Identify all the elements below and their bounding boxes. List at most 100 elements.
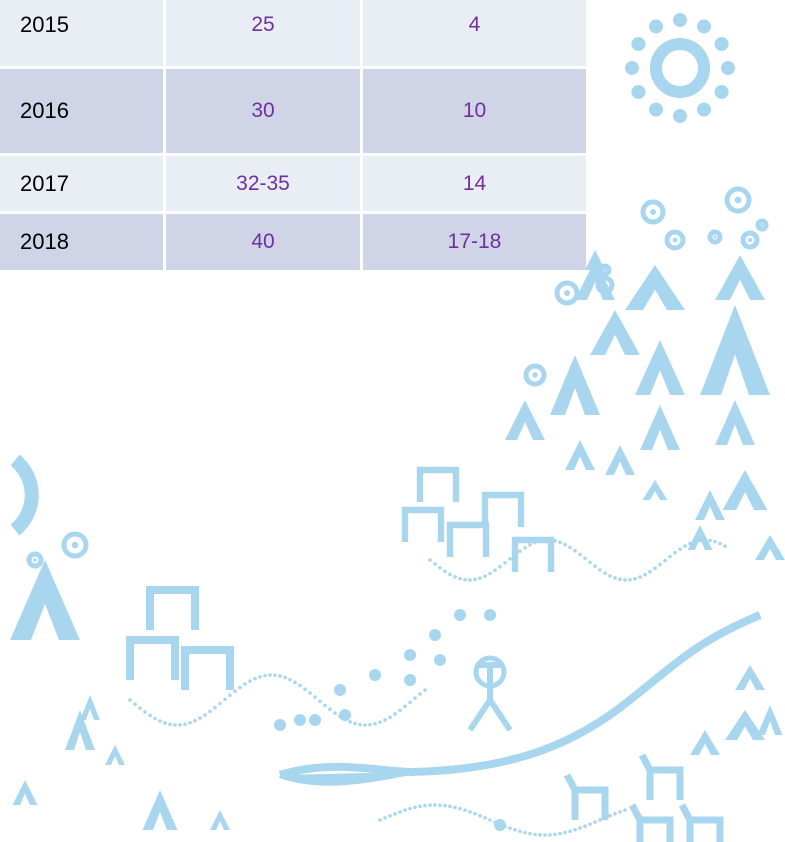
trail-dot bbox=[403, 705, 407, 709]
trail-dot bbox=[163, 721, 167, 725]
trail-dot bbox=[723, 544, 727, 548]
trail-dot bbox=[378, 720, 382, 724]
triangle bbox=[715, 255, 765, 300]
sun-dot bbox=[715, 85, 729, 99]
trail-dot bbox=[523, 546, 527, 550]
trail-dot bbox=[528, 832, 532, 836]
trail-dot bbox=[463, 808, 467, 812]
triangle bbox=[758, 705, 783, 735]
trail-dot bbox=[573, 549, 577, 553]
sun-dot bbox=[715, 37, 729, 51]
trail-dot bbox=[343, 718, 347, 722]
trail-dot bbox=[488, 572, 492, 576]
trail-dot bbox=[463, 578, 467, 582]
trail-dot bbox=[623, 808, 627, 812]
trail-dot bbox=[353, 722, 357, 726]
trail-dot bbox=[348, 720, 352, 724]
trail-dot bbox=[483, 816, 487, 820]
trail-dot bbox=[493, 569, 497, 573]
sun-dot bbox=[631, 37, 645, 51]
trail-dot bbox=[183, 722, 187, 726]
trail-dot bbox=[708, 539, 712, 543]
trail-dot bbox=[428, 803, 432, 807]
triangle bbox=[700, 305, 770, 395]
ring-dot bbox=[72, 542, 79, 549]
trail-dot bbox=[543, 833, 547, 837]
trail-dot bbox=[638, 575, 642, 579]
year-cell: 2015 bbox=[0, 0, 163, 66]
trail-dot bbox=[598, 568, 602, 572]
trail-dot bbox=[418, 692, 422, 696]
triangle bbox=[10, 560, 80, 640]
trail-dot bbox=[273, 673, 277, 677]
ring-dot bbox=[761, 224, 763, 226]
triangle bbox=[688, 525, 713, 550]
triangle bbox=[105, 745, 125, 765]
trail-dot bbox=[503, 824, 507, 828]
trail-dot bbox=[618, 578, 622, 582]
reindeer bbox=[567, 775, 605, 820]
trail-dot bbox=[388, 814, 392, 818]
trail-dot bbox=[578, 553, 582, 557]
trail-dot bbox=[568, 830, 572, 834]
page: 201525420163010201732-351420184017-18 bbox=[0, 0, 785, 842]
trail-dot bbox=[283, 676, 287, 680]
trail-dot bbox=[148, 714, 152, 718]
trail-dot bbox=[693, 540, 697, 544]
trail-dot bbox=[418, 805, 422, 809]
triangle bbox=[640, 405, 680, 450]
trail-dot bbox=[193, 719, 197, 723]
trail-dot bbox=[433, 562, 437, 566]
dot bbox=[274, 719, 286, 731]
trail-dot bbox=[143, 710, 147, 714]
ring-dot bbox=[735, 197, 742, 204]
sun-dot bbox=[697, 103, 711, 117]
trail-dot bbox=[603, 571, 607, 575]
trail-dot bbox=[553, 833, 557, 837]
trail-dot bbox=[478, 814, 482, 818]
trail-dot bbox=[208, 710, 212, 714]
trail-dot bbox=[433, 803, 437, 807]
trail-dot bbox=[668, 555, 672, 559]
dot bbox=[294, 714, 306, 726]
sun-dot bbox=[721, 61, 735, 75]
trail-dot bbox=[498, 565, 502, 569]
sun-dot bbox=[673, 109, 687, 123]
river bbox=[280, 615, 760, 775]
trail-dot bbox=[168, 722, 172, 726]
trail-dot bbox=[563, 543, 567, 547]
triangle bbox=[723, 470, 768, 510]
trail-dot bbox=[528, 543, 532, 547]
trail-dot bbox=[698, 539, 702, 543]
ring-dot bbox=[532, 372, 537, 377]
triangle bbox=[13, 780, 38, 805]
triangle bbox=[695, 490, 725, 520]
value-cell: 17-18 bbox=[363, 214, 586, 270]
ring-dot bbox=[604, 269, 606, 271]
sun-ring bbox=[656, 44, 704, 92]
trail-dot bbox=[663, 559, 667, 563]
triangle bbox=[725, 710, 765, 740]
triangle bbox=[65, 710, 95, 750]
trail-dot bbox=[468, 578, 472, 582]
trail-dot bbox=[278, 674, 282, 678]
trail-dot bbox=[263, 674, 267, 678]
trail-dot bbox=[373, 722, 377, 726]
trail-dot bbox=[358, 723, 362, 727]
trail-dot bbox=[363, 723, 367, 727]
trail-dot bbox=[618, 810, 622, 814]
trail-dot bbox=[643, 573, 647, 577]
triangle bbox=[505, 400, 545, 440]
trail-dot bbox=[633, 577, 637, 581]
dot bbox=[429, 629, 441, 641]
triangle bbox=[605, 445, 635, 475]
animal bbox=[515, 540, 551, 572]
trail-dot bbox=[288, 678, 292, 682]
animal bbox=[185, 650, 230, 690]
trail-dot bbox=[573, 828, 577, 832]
reindeer bbox=[682, 805, 720, 842]
trail-dot bbox=[598, 818, 602, 822]
trail-dot bbox=[508, 557, 512, 561]
trail-dot bbox=[588, 822, 592, 826]
animal bbox=[450, 525, 486, 557]
